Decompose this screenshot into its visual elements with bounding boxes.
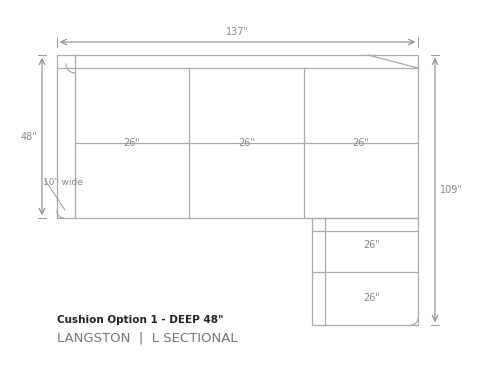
Text: 26": 26"	[363, 240, 380, 250]
Text: LANGSTON  |  L SECTIONAL: LANGSTON | L SECTIONAL	[57, 331, 238, 344]
Text: 10" wide: 10" wide	[43, 178, 83, 187]
Bar	[57, 55, 418, 218]
Text: 26": 26"	[238, 138, 255, 148]
Text: 26": 26"	[352, 138, 370, 148]
Text: 137": 137"	[226, 27, 249, 37]
Text: 26": 26"	[363, 293, 380, 303]
Text: Cushion Option 1 - DEEP 48": Cushion Option 1 - DEEP 48"	[57, 315, 224, 325]
Bar	[312, 218, 418, 325]
Text: 109": 109"	[440, 185, 463, 195]
Text: 48": 48"	[20, 132, 37, 141]
Text: 26": 26"	[124, 138, 140, 148]
